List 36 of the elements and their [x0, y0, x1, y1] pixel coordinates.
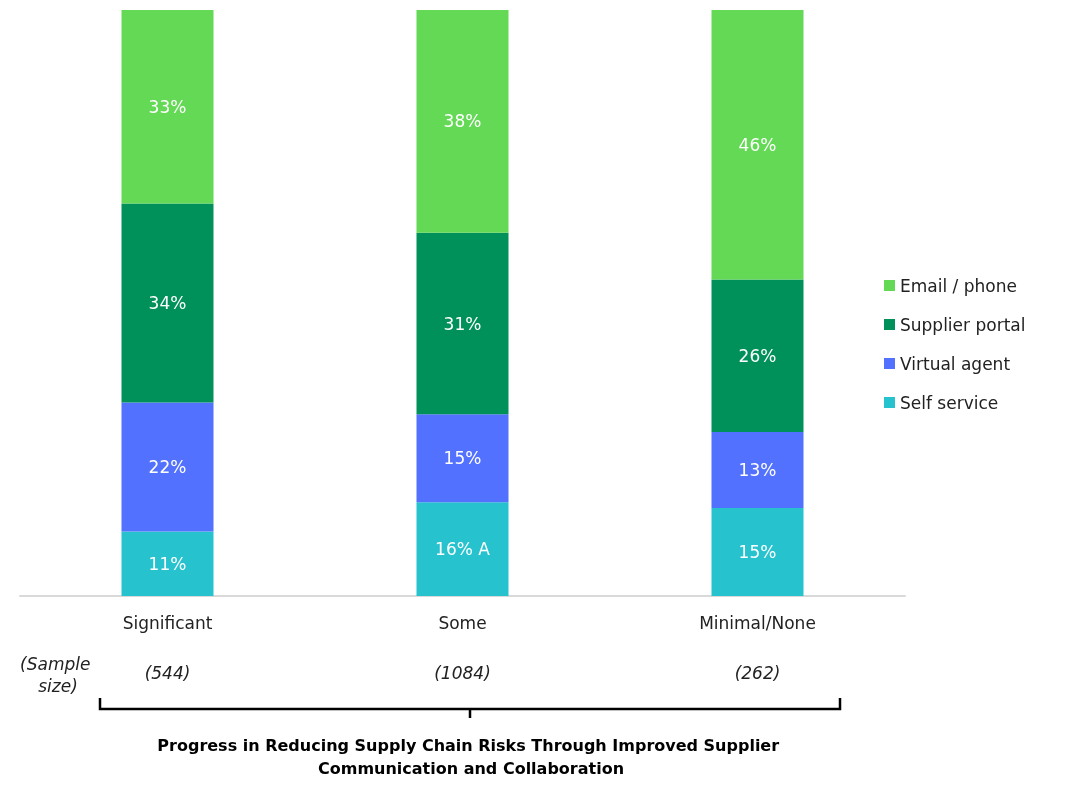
text: (544): [144, 663, 191, 683]
x-tick-label: Some: [438, 612, 487, 633]
legend-label: Email / phone: [900, 275, 1017, 296]
data-label: 38%: [443, 111, 482, 132]
bar: [416, 414, 509, 503]
bar: [711, 10, 804, 280]
bar: [416, 10, 509, 233]
bar: [711, 508, 804, 596]
legend-label: Supplier portal: [900, 314, 1026, 335]
data-label: 33%: [148, 96, 187, 117]
bar: [121, 203, 214, 403]
text: Progress in Reducing Supply Chain Risks Through Improved Supplier Communication and Collaboration: [157, 736, 785, 778]
data-label: 31%: [443, 313, 482, 334]
legend-label: Self service: [900, 392, 999, 413]
text: (1084): [434, 663, 491, 683]
bar: [711, 431, 804, 509]
legend-label: Virtual agent: [900, 353, 1011, 374]
data-label: 15%: [738, 542, 777, 563]
text: (Sample size): [20, 654, 96, 696]
bar: [711, 279, 804, 432]
bar: [121, 531, 214, 596]
bar: [416, 232, 509, 415]
data-label: 22%: [148, 457, 187, 478]
data-label: 13%: [738, 460, 777, 481]
data-label: 26%: [738, 345, 777, 366]
data-label: 16% A: [435, 539, 491, 560]
text: (262): [734, 663, 781, 683]
data-label: 46%: [738, 134, 777, 155]
x-tick-label: Significant: [122, 612, 213, 633]
x-tick-label: Minimal/None: [699, 612, 816, 633]
bar: [121, 10, 214, 204]
data-label: 34%: [148, 293, 187, 313]
data-label: 15%: [443, 448, 482, 469]
bar: [416, 502, 509, 596]
data-label: 11%: [148, 553, 187, 574]
bar: [121, 402, 214, 532]
